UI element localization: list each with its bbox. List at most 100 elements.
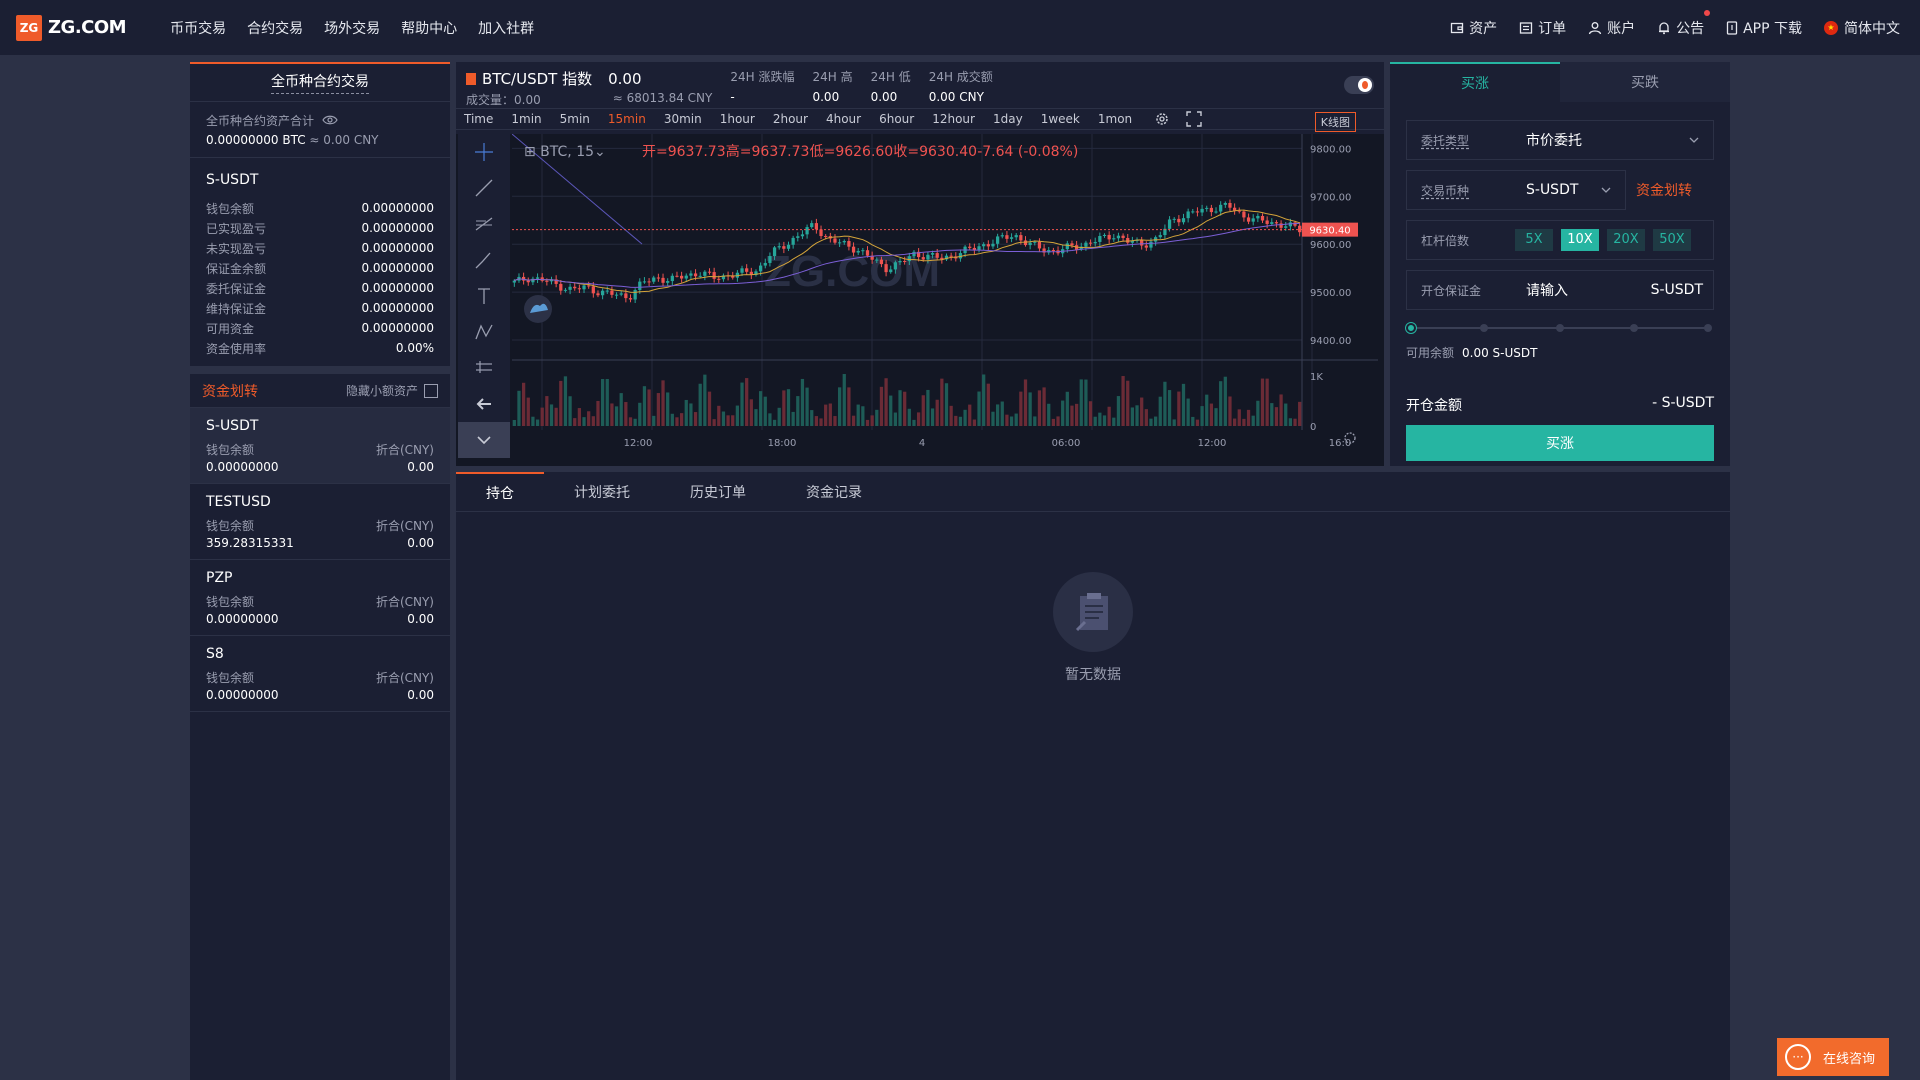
tab-fund-records[interactable]: 资金记录 <box>806 484 862 501</box>
volume-bar <box>545 396 549 426</box>
slider-stop[interactable] <box>1480 324 1488 332</box>
leverage-50x[interactable]: 50X <box>1653 229 1691 251</box>
tab-history-orders[interactable]: 历史订单 <box>690 484 746 501</box>
fullscreen-icon[interactable] <box>1186 111 1202 127</box>
volume-bar <box>916 412 921 426</box>
crosshair-tool[interactable] <box>458 134 510 170</box>
text-tool[interactable] <box>458 278 510 314</box>
stat-turnover: 24H 成交额 0.00 CNY <box>929 68 993 104</box>
pair-price: 0.00 <box>608 69 642 88</box>
interval-bar: Time 1min 5min 15min 30min 1hour 2hour 4… <box>456 108 1384 132</box>
kline-button[interactable]: K线图 <box>1314 112 1356 132</box>
buy-long-button[interactable]: 买涨 <box>1406 425 1714 461</box>
app-download-link[interactable]: APP 下载 <box>1726 18 1802 38</box>
nav-otc[interactable]: 场外交易 <box>324 20 381 37</box>
interval-2hour[interactable]: 2hour <box>772 112 808 126</box>
interval-1min[interactable]: 1min <box>511 112 542 126</box>
leverage-5x[interactable]: 5X <box>1515 229 1553 251</box>
slider-stop[interactable] <box>1630 324 1638 332</box>
trade-transfer-link[interactable]: 资金划转 <box>1636 183 1692 199</box>
trendline-tool[interactable] <box>458 170 510 206</box>
online-consult-button[interactable]: ··· 在线咨询 <box>1777 1038 1889 1076</box>
wallet-label: 钱包余额 <box>206 518 255 533</box>
interval-1hour[interactable]: 1hour <box>719 112 755 126</box>
slider-stop[interactable] <box>1704 324 1712 332</box>
leverage-options: 5X 10X 20X 50X <box>1515 229 1699 251</box>
order-type-select[interactable]: 委托类型 市价委托 <box>1406 120 1714 160</box>
ohlc-high: 高=9637.73 <box>726 143 810 160</box>
slider-stop[interactable] <box>1556 324 1564 332</box>
coin-item[interactable]: S8 钱包余额 折合(CNY) 0.00000000 0.00 <box>190 636 450 712</box>
orders-link[interactable]: 订单 <box>1519 18 1566 38</box>
margin-slider[interactable] <box>1406 322 1714 334</box>
candle-body <box>568 286 572 290</box>
hide-small-toggle[interactable]: 隐藏小额资产 <box>346 382 438 399</box>
interval-1week[interactable]: 1week <box>1040 112 1080 126</box>
language-selector[interactable]: ★ 简体中文 <box>1824 18 1900 38</box>
interval-1mon[interactable]: 1mon <box>1097 112 1133 126</box>
margin-input-field[interactable]: 开仓保证金 请输入 S-USDT <box>1406 270 1714 310</box>
pattern-tool[interactable] <box>458 314 510 350</box>
interval-5min[interactable]: 5min <box>559 112 590 126</box>
slider-handle[interactable] <box>1406 323 1416 333</box>
tab-plan-orders[interactable]: 计划委托 <box>574 484 630 501</box>
interval-time[interactable]: Time <box>464 112 494 126</box>
transfer-link[interactable]: 资金划转 <box>202 383 258 400</box>
stat-value: 0.00 CNY <box>928 90 984 104</box>
coin-item[interactable]: S-USDT 钱包余额 折合(CNY) 0.00000000 0.00 <box>190 408 450 484</box>
volume-bar <box>865 419 870 426</box>
tab-positions[interactable]: 持仓 <box>456 472 544 511</box>
open-amount-label: 开仓金额 <box>1406 398 1462 414</box>
hide-small-checkbox[interactable] <box>424 383 438 398</box>
candlestick-chart[interactable]: ZG.COM 9630.40 9800.00 9700.00 9600.00 9500.0… <box>512 134 1378 452</box>
arrow-left-icon <box>476 398 491 410</box>
avail-label: 可用余额 <box>1406 346 1455 360</box>
eye-icon[interactable] <box>322 115 338 125</box>
coin-item[interactable]: TESTUSD 钱包余额 折合(CNY) 359.28315331 0.00 <box>190 484 450 560</box>
brush-tool[interactable] <box>458 242 510 278</box>
summary-value: 0.00% <box>395 341 434 355</box>
logo[interactable]: ZG ZG.COM <box>16 14 127 41</box>
chevron-down-icon <box>1689 137 1699 143</box>
notice-link[interactable]: 公告 <box>1657 9 1711 38</box>
candle-body <box>624 293 628 299</box>
nav-community[interactable]: 加入社群 <box>478 20 535 37</box>
nav-contract[interactable]: 合约交易 <box>247 20 304 37</box>
nav-help[interactable]: 帮助中心 <box>401 20 458 37</box>
volume-bar <box>1093 416 1097 426</box>
interval-1day[interactable]: 1day <box>992 112 1023 126</box>
coin-item[interactable]: PZP 钱包余额 折合(CNY) 0.00000000 0.00 <box>190 560 450 636</box>
measure-tool[interactable] <box>458 350 510 386</box>
pair-name[interactable]: BTC/USDT 指数 <box>482 70 593 88</box>
theme-toggle[interactable] <box>1344 76 1374 94</box>
tab-buy-long[interactable]: 买涨 <box>1390 62 1560 102</box>
volume-bar <box>600 379 605 426</box>
candle-body <box>684 275 688 279</box>
interval-12hour[interactable]: 12hour <box>932 112 975 126</box>
tab-buy-short[interactable]: 买跌 <box>1560 62 1730 102</box>
volume-bar <box>1023 379 1028 426</box>
back-tool[interactable] <box>458 386 510 422</box>
leverage-20x[interactable]: 20X <box>1607 229 1645 251</box>
nav-spot[interactable]: 币币交易 <box>170 20 227 37</box>
phone-icon <box>1726 20 1738 35</box>
volume-bar <box>828 403 832 426</box>
settings-gear-icon[interactable] <box>1154 111 1170 127</box>
collapse-toolbar[interactable] <box>458 422 510 458</box>
fib-icon <box>475 217 493 231</box>
account-link[interactable]: 账户 <box>1588 18 1635 38</box>
candle-body <box>833 238 837 243</box>
assets-link[interactable]: 资产 <box>1450 18 1497 38</box>
chart-settings-icon <box>1344 432 1356 444</box>
coin-select[interactable]: 交易币种 S-USDT <box>1406 170 1626 210</box>
fib-tool[interactable] <box>458 206 510 242</box>
interval-15min[interactable]: 15min <box>607 112 646 126</box>
leverage-10x[interactable]: 10X <box>1561 229 1599 251</box>
interval-30min[interactable]: 30min <box>663 112 702 126</box>
coin-name: TESTUSD <box>206 494 271 510</box>
interval-6hour[interactable]: 6hour <box>879 112 915 126</box>
margin-placeholder[interactable]: 请输入 <box>1526 283 1568 299</box>
interval-4hour[interactable]: 4hour <box>825 112 862 126</box>
candle-body <box>1232 207 1237 211</box>
ruler-icon <box>476 361 492 373</box>
